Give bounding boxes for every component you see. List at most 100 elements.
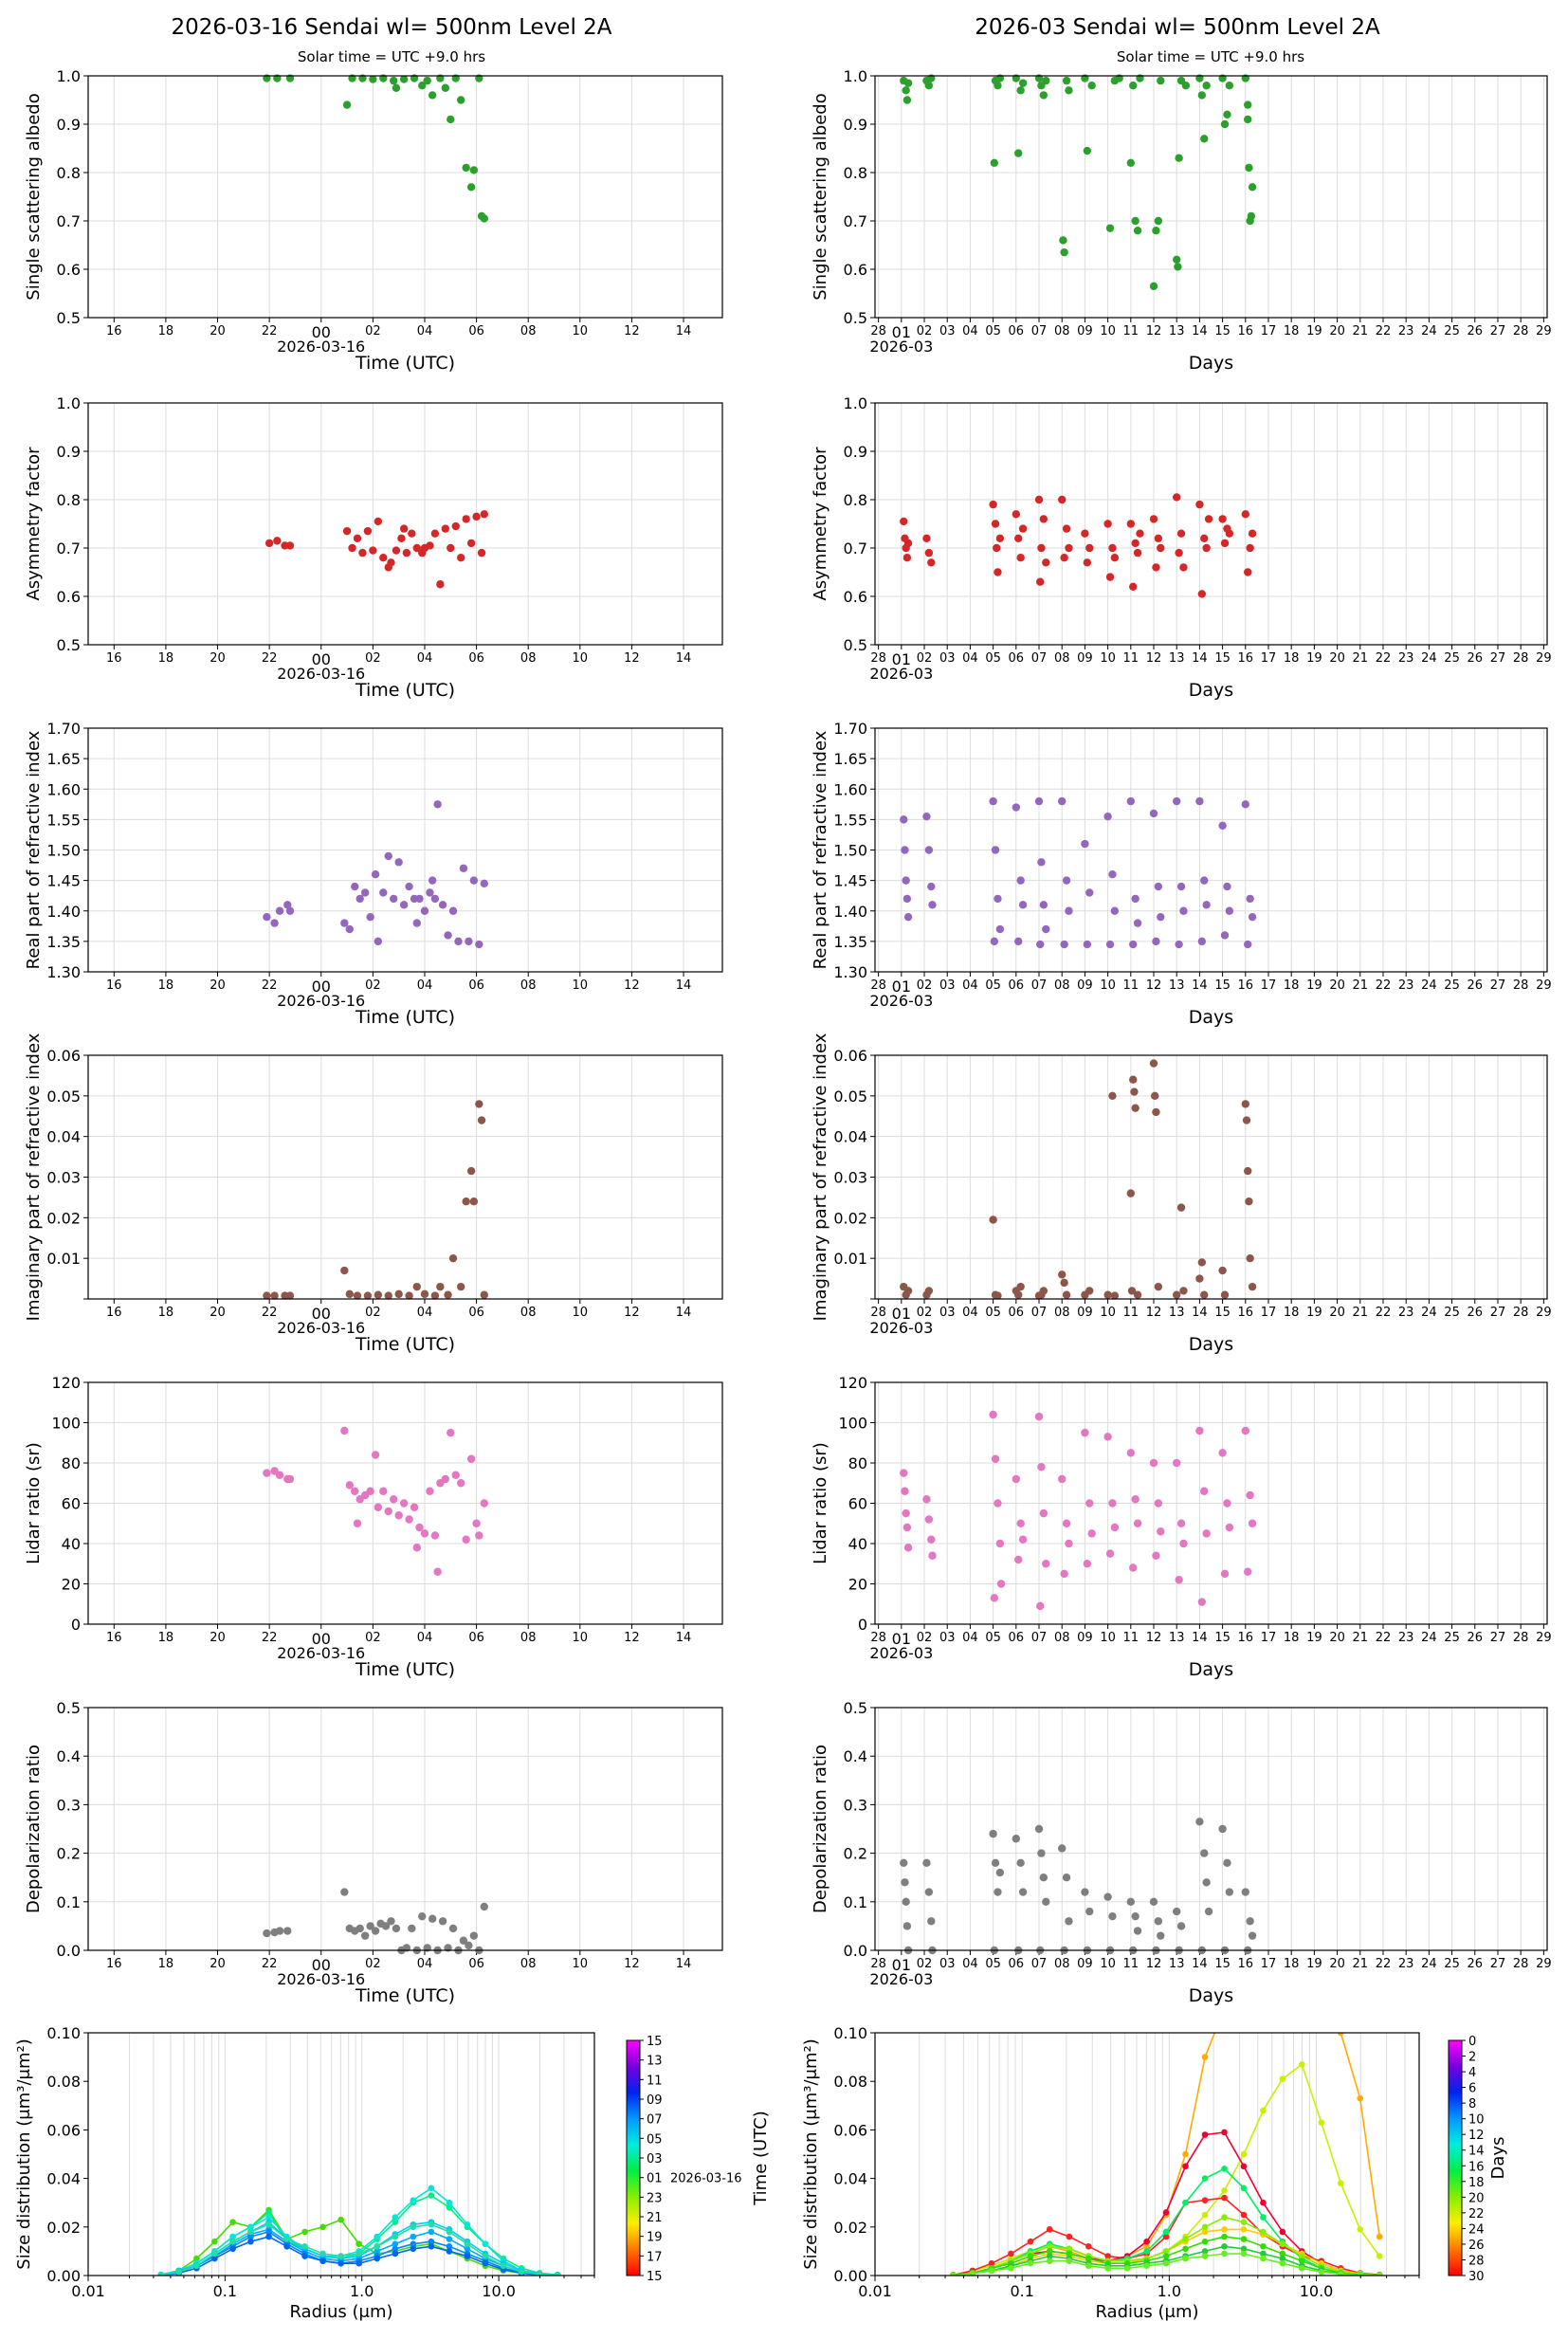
size_month-series-point	[1318, 2005, 1324, 2012]
depol_month-xtick-label: 15	[1214, 1957, 1231, 1971]
asym_month-point	[1197, 590, 1207, 598]
imag_month-point	[924, 1287, 934, 1295]
depol_day-xlabel: Time (UTC)	[355, 1985, 455, 2006]
lidar_day-point	[412, 1544, 421, 1552]
size_day-xtick-label: 10.0	[482, 2282, 516, 2300]
asym_day-ytick-label: 0.6	[57, 588, 81, 606]
real_day-point	[390, 894, 398, 904]
lidar_day-xtick-label: 10	[573, 1631, 589, 1645]
size_day-series-point	[193, 2255, 200, 2262]
ssa_day-xtick-label: 10	[573, 324, 589, 338]
depol_month-point	[991, 1858, 1000, 1868]
depol_month-xlabel: Days	[1189, 1985, 1233, 2006]
real_month-point	[901, 846, 909, 854]
real_month-xtick-label: 23	[1398, 978, 1414, 993]
size_day-series-point	[247, 2238, 254, 2245]
ssa_day-xtick-label: 12	[624, 324, 640, 338]
imag_month-point	[1246, 1253, 1254, 1263]
size_month-ytick-label: 0.10	[833, 2024, 867, 2042]
depol_month-point	[1034, 1824, 1044, 1834]
imag_month-xtick-label: 10	[1100, 1306, 1116, 1320]
real_day-xtick-label: 06	[468, 978, 484, 993]
ssa_day-ytick-label: 1.0	[57, 67, 81, 85]
depol_month-xtick-label: 01	[892, 1956, 911, 1974]
depol_month-point	[1202, 1878, 1211, 1887]
depol_day-xtick-label: 00	[312, 1956, 331, 1974]
real_month-xtick-label: 24	[1421, 978, 1437, 993]
size_month-series-point	[1357, 2272, 1364, 2276]
size_day-xtick-label: 0.1	[213, 2282, 237, 2300]
size_month-colorbar-tick-label: 18	[1468, 2176, 1485, 2190]
imag_month-point	[1220, 1290, 1230, 1299]
asym_month-xtick-label: 28	[870, 651, 886, 666]
real_day-point	[340, 919, 349, 927]
imag_month-xtick-label: 05	[985, 1306, 1001, 1320]
lidar_month-point	[1065, 1539, 1073, 1548]
real_month-xtick-label: 05	[985, 978, 1001, 993]
depol_month-point	[1154, 1917, 1163, 1926]
real_month-point	[1126, 796, 1136, 806]
imag_month-xtick-label: 08	[1054, 1306, 1070, 1320]
ssa_month-point	[1129, 82, 1138, 90]
depol_month-point	[1018, 1888, 1028, 1896]
size_month-series-point	[1260, 2214, 1267, 2221]
size_day-series-point	[392, 2240, 399, 2248]
imag_day-xtick-label: 12	[624, 1306, 640, 1320]
imag_day-xtick-label: 06	[468, 1306, 484, 1320]
depol_month-point	[901, 1878, 909, 1887]
size_month-series-point	[1162, 2209, 1170, 2216]
lidar_day-xtick-label: 14	[676, 1631, 692, 1645]
lidar_month-xtick-label: 18	[1284, 1631, 1300, 1645]
size_month-colorbar-tick-label: 8	[1468, 2097, 1476, 2111]
size_month-series-point	[1337, 2033, 1344, 2037]
size_day-series-point	[446, 2204, 453, 2211]
depol_month-ytick-label: 0.4	[844, 1747, 867, 1765]
real_month-xtick-label: 29	[1536, 978, 1552, 993]
ssa_day-ylabel: Single scattering albedo	[24, 93, 44, 300]
lidar_month-point	[1225, 1523, 1234, 1532]
size_month-series-point	[1221, 2214, 1228, 2221]
depol_day-point	[480, 1902, 488, 1911]
size_month-frame	[874, 2032, 1420, 2276]
depol_day-point	[469, 1931, 479, 1940]
asym_month-xtick-label: 07	[1031, 651, 1048, 666]
real_day-ytick-label: 1.55	[46, 811, 81, 829]
lidar_day-xtick-label: 12	[624, 1631, 640, 1645]
asym_month-point	[903, 554, 912, 562]
asym_month-point	[903, 539, 913, 548]
imag_month-point	[1149, 1059, 1158, 1068]
asym_day-frame	[87, 402, 723, 646]
depol_month-point	[1195, 1818, 1204, 1826]
lidar_month-xtick-label: 20	[1329, 1631, 1345, 1645]
size_month-colorbar-tick-label: 26	[1468, 2239, 1485, 2253]
lidar_month-panel: 0 20 40 60 80 100 120 Lidar ratio (sr) 28 01 02 03 0…	[811, 1374, 1552, 1680]
depol_month-point	[900, 1858, 908, 1868]
real_day-xtick-label: 04	[417, 978, 433, 993]
size_month-xtick-label: 1.0	[1158, 2282, 1181, 2300]
size_day-series-point	[374, 2242, 380, 2250]
lidar_month-xtick-label: 16	[1238, 1631, 1254, 1645]
depol_day-xtick-label: 18	[158, 1957, 174, 1971]
ssa_month-xtick-label: 09	[1077, 324, 1093, 338]
asym_month-xtick-label: 01	[892, 650, 911, 668]
depol_month-xtick-label: 02	[917, 1957, 933, 1971]
size_day-series-point	[410, 2197, 417, 2203]
lidar_month-xtick-label: 08	[1054, 1631, 1070, 1645]
asym_month-ytick-label: 0.9	[844, 443, 867, 461]
lidar_month-point	[1018, 1535, 1028, 1544]
ssa_month-point	[990, 158, 999, 167]
asym_month-xtick-label: 03	[939, 651, 956, 666]
size_day-series-point	[518, 2268, 525, 2276]
size_month-series-point	[1357, 2226, 1364, 2233]
size_month-colorbar-label: Days	[1488, 2137, 1508, 2180]
real_month-point	[1034, 796, 1044, 806]
depol_day-point	[371, 1927, 380, 1935]
imag_month-point	[989, 1216, 997, 1224]
imag_day-xtick-label: 00	[312, 1305, 331, 1323]
real_month-xtick-label: 06	[1009, 978, 1025, 993]
ssa_month-xlabel: Days	[1189, 353, 1233, 374]
real_day-point	[430, 894, 440, 904]
lidar_day-point	[405, 1515, 413, 1524]
depol_month-point	[1012, 1835, 1021, 1843]
